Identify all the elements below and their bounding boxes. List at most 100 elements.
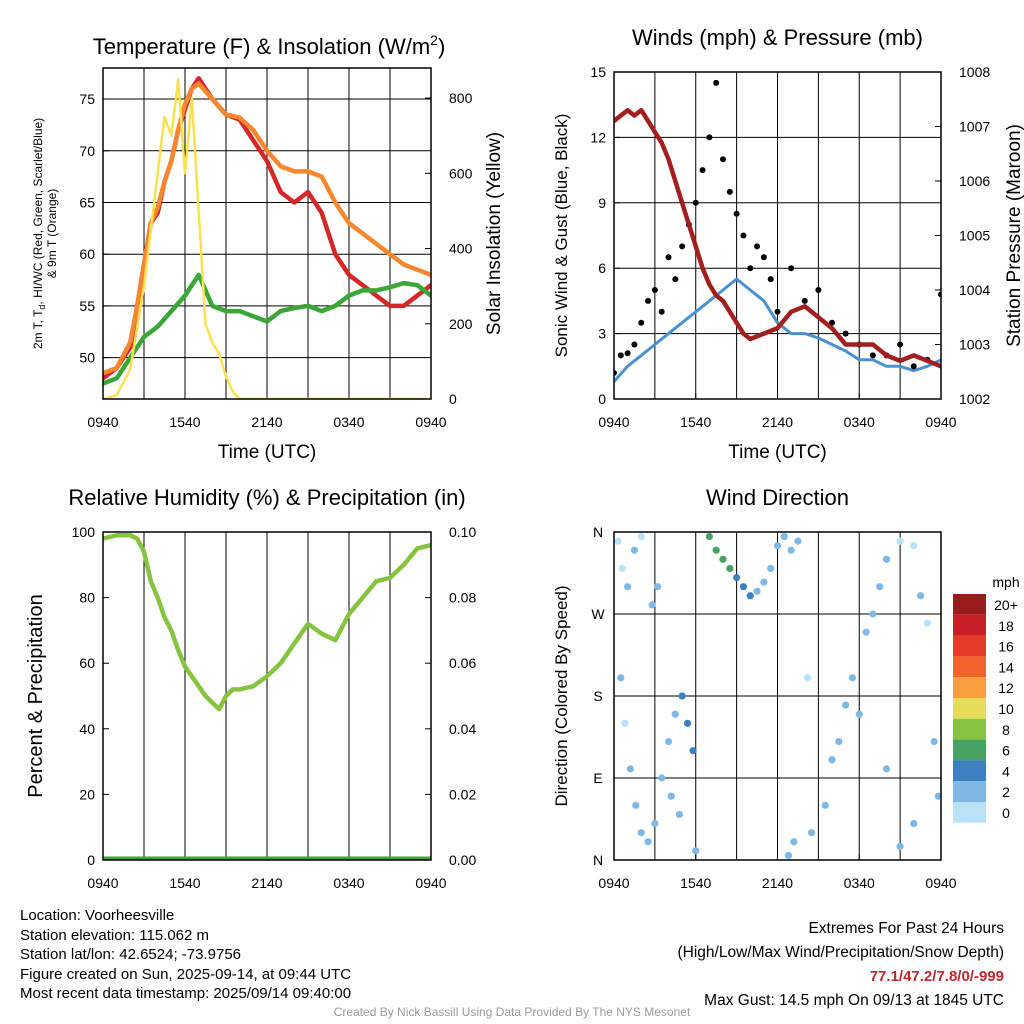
series-line-td <box>103 272 431 386</box>
legend-label: 6 <box>1002 743 1010 759</box>
wind-direction-point <box>617 674 625 682</box>
y-tick-label-right: 0.08 <box>449 590 476 606</box>
y-tick-label-right: 1006 <box>959 173 990 189</box>
y-tick-label-right: 200 <box>449 316 473 332</box>
plot-frame <box>613 531 942 861</box>
y-tick-label-left: 0 <box>87 852 95 868</box>
plot-frame <box>613 71 942 400</box>
legend-label: 4 <box>1002 763 1010 779</box>
wind-direction-point <box>712 546 720 554</box>
wind-direction-point <box>630 546 639 554</box>
wind-direction-point <box>692 847 700 855</box>
wind-direction-point <box>807 829 816 837</box>
x-tick-label: 1540 <box>169 875 200 891</box>
created-text: Figure created on Sun, 2025-09-14, at 09… <box>20 965 352 983</box>
gust-point <box>624 350 631 357</box>
legend-swatch <box>953 594 986 615</box>
wind-direction-point <box>821 801 829 809</box>
x-tick-label: 1540 <box>169 414 200 430</box>
wind-direction-point <box>733 573 741 582</box>
y-tick-label-right: 1003 <box>959 337 990 353</box>
chart-title: Winds (mph) & Pressure (mb) <box>632 25 923 50</box>
wind-direction-point <box>842 701 850 709</box>
wind-direction-point <box>644 838 652 846</box>
gust-point <box>897 341 904 348</box>
legend-label: 16 <box>998 639 1014 655</box>
gust-point <box>726 188 733 195</box>
speed-legend: mph 20+ 18 16 14 12 10 8 6 4 2 0 <box>953 574 1020 823</box>
wind-direction-point <box>828 756 836 764</box>
x-tick-label: 2140 <box>762 414 793 430</box>
y-tick-label-left: 60 <box>79 246 95 262</box>
wind-direction-point <box>835 737 843 746</box>
series-line-station-pressure <box>614 107 941 369</box>
gust-point <box>706 134 713 141</box>
series-group <box>614 532 941 860</box>
y-tick-label-right: 0.00 <box>449 852 476 868</box>
chart-title-close: ) <box>438 34 445 59</box>
y-tick-label-right: 800 <box>449 90 473 106</box>
y-tick-label-right: 1004 <box>959 282 990 298</box>
x-axis-label: Time (UTC) <box>218 442 317 463</box>
wind-direction-point <box>753 587 761 595</box>
gust-point <box>645 297 652 304</box>
wind-direction-point <box>910 542 918 550</box>
y-axis-label-right: Station Pressure (Maroon) <box>1004 124 1024 347</box>
x-tick-label: 2140 <box>251 875 282 891</box>
credit-text: Created By Nick Bassill Using Data Provi… <box>333 1005 691 1019</box>
legend-label: 12 <box>998 680 1014 696</box>
chart-panel-3: 0940 1540 2140 0340 0940 0 20 40 60 80 100 0.00 0.02… <box>25 485 476 891</box>
x-tick-label: 0340 <box>844 875 875 891</box>
elevation-text: Station elevation: 115.062 m <box>20 926 210 944</box>
x-axis-label: Time (UTC) <box>728 442 827 463</box>
wind-direction-point <box>787 546 795 554</box>
wind-direction-point <box>667 792 675 800</box>
y-tick-label-left: 3 <box>598 326 606 342</box>
chart-panel-2: 0940 1540 2140 0340 0940 0 3 6 9 12 15 1002 1003 1004… <box>552 25 1024 463</box>
y-tick-label-right: 0.06 <box>449 655 476 671</box>
wind-direction-point <box>624 583 632 591</box>
y-tick-label-right: 0.04 <box>449 721 476 737</box>
wind-direction-point <box>618 564 626 573</box>
wind-direction-point <box>719 555 727 563</box>
chart-title: Wind Direction <box>706 485 849 510</box>
y-tick-label-left: 60 <box>79 655 95 671</box>
wind-direction-point <box>923 619 931 627</box>
wind-direction-point <box>934 792 941 800</box>
gust-point <box>774 308 781 315</box>
legend-label: 20+ <box>994 597 1018 613</box>
x-tick-label: 0340 <box>333 875 364 891</box>
y-tick-label-left: 100 <box>72 524 96 540</box>
series-line-relative-humidity <box>103 533 431 712</box>
y-tick-label-right: 0 <box>449 391 457 407</box>
y-tick-label-left: 50 <box>79 350 95 366</box>
wind-direction-point <box>678 692 686 700</box>
y-tick-label: E <box>593 770 602 786</box>
wind-direction-point <box>654 583 662 591</box>
recent-data-text: Most recent data timestamp: 2025/09/14 0… <box>20 985 352 1002</box>
legend-swatch <box>953 677 986 698</box>
y-axis-label-left: Sonic Wind & Gust (Blue, Black) <box>552 114 571 358</box>
y-tick-label-left: 80 <box>79 590 95 606</box>
y-tick-label: N <box>593 524 603 540</box>
wind-direction-point <box>869 610 877 618</box>
x-tick-label: 1540 <box>680 875 711 891</box>
y-tick-label-left: 12 <box>590 129 606 145</box>
legend-label: 18 <box>998 618 1014 634</box>
gust-point <box>658 308 665 315</box>
gust-point <box>638 319 645 326</box>
gust-point <box>679 243 686 250</box>
series-group <box>614 79 941 384</box>
wind-direction-point <box>803 674 812 682</box>
y-axis-label-left-text: Percent & Precipitation <box>25 594 47 797</box>
y-axis-label-left: Percent & Precipitation <box>25 594 47 797</box>
wind-direction-point <box>705 532 713 541</box>
wind-direction-point <box>726 564 734 573</box>
y-tick-label-left: 9 <box>598 195 606 211</box>
wind-direction-point <box>739 583 748 591</box>
wind-direction-point <box>632 801 640 809</box>
extremes-title: Extremes For Past 24 Hours <box>808 920 1004 937</box>
y-tick-label: S <box>593 688 602 704</box>
